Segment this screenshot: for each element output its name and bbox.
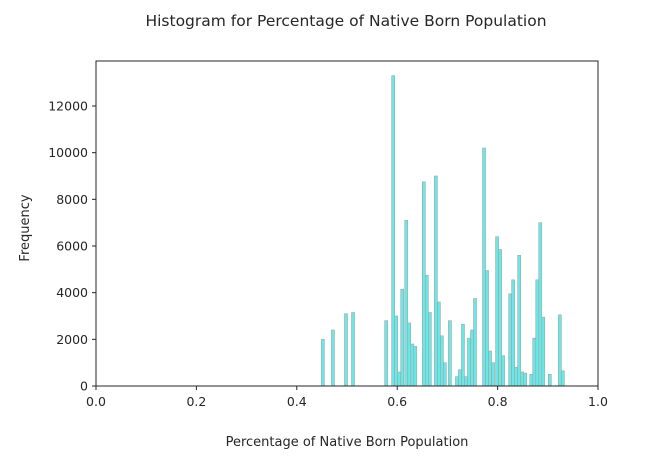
- histogram-bar: [425, 274, 429, 387]
- histogram-bar: [467, 337, 471, 387]
- histogram-bar: [498, 249, 502, 387]
- histogram-bar: [511, 279, 515, 387]
- histogram-bar: [464, 376, 468, 387]
- histogram-bar: [404, 220, 409, 387]
- histogram-bar: [523, 372, 528, 387]
- histogram-bar: [331, 329, 335, 387]
- histogram-bar: [440, 335, 444, 387]
- chart-title: Histogram for Percentage of Native Born …: [145, 12, 547, 30]
- histogram-bar: [321, 339, 325, 387]
- y-tick-label: 8000: [56, 192, 88, 207]
- y-tick-label: 10000: [48, 145, 88, 160]
- histogram-bar: [397, 371, 402, 387]
- y-tick-label: 6000: [56, 239, 88, 254]
- histogram-bar: [529, 374, 534, 387]
- histogram-bar: [508, 293, 512, 387]
- histogram-bar: [501, 355, 505, 387]
- x-tick-label: 0.8: [488, 394, 508, 409]
- x-tick-label: 0.2: [186, 394, 206, 409]
- histogram-bar: [394, 315, 399, 387]
- histogram-bar: [495, 236, 499, 387]
- histogram-bar: [485, 270, 489, 387]
- histogram-bar: [473, 298, 477, 387]
- x-tick-label: 0.6: [387, 394, 407, 409]
- x-axis-label: Percentage of Native Born Population: [226, 435, 469, 450]
- histogram-bar: [344, 313, 348, 387]
- histogram-bar: [434, 175, 438, 387]
- histogram-bar: [470, 329, 474, 387]
- x-tick-label: 0.4: [287, 394, 307, 409]
- histogram-bar: [488, 350, 492, 387]
- histogram-bar: [538, 222, 543, 387]
- histogram-bar: [482, 147, 486, 387]
- x-axis-ticks: 0.0 0.2 0.4 0.6 0.8 1.0: [86, 386, 608, 409]
- histogram-bar: [547, 374, 552, 387]
- histogram-bar: [517, 255, 521, 387]
- y-tick-label: 4000: [56, 285, 88, 300]
- histogram-bar: [443, 362, 447, 387]
- x-tick-label: 1.0: [588, 394, 608, 409]
- histogram-bar: [400, 288, 405, 387]
- y-axis-label: Frequency: [18, 194, 33, 261]
- histogram-bar: [351, 312, 355, 387]
- histogram-bar: [561, 370, 565, 387]
- histogram-bar: [461, 323, 465, 387]
- histogram-bar: [391, 75, 395, 387]
- histogram-bar: [407, 322, 412, 387]
- histogram-bar: [520, 371, 525, 387]
- histogram-bars: [321, 75, 565, 387]
- y-axis-ticks: 0 2000 4000 6000 8000 10000 12000: [48, 99, 96, 394]
- histogram-bar: [410, 343, 415, 387]
- histogram-bar: [514, 367, 518, 387]
- plot-frame: [95, 60, 599, 387]
- histogram-bar: [384, 320, 388, 387]
- histogram-bar: [535, 279, 540, 387]
- histogram-bar: [455, 376, 459, 387]
- histogram-bar: [413, 346, 418, 387]
- histogram-bar: [558, 314, 562, 387]
- histogram-bar: [491, 362, 495, 387]
- histogram-bar: [458, 369, 462, 387]
- histogram-bar: [541, 316, 546, 387]
- histogram-bar: [421, 181, 426, 387]
- x-tick-label: 0.0: [86, 394, 106, 409]
- y-tick-label: 0: [80, 379, 88, 394]
- y-tick-label: 12000: [48, 99, 88, 114]
- histogram-bar: [532, 337, 537, 387]
- histogram-bar: [428, 312, 432, 387]
- histogram-bar: [448, 320, 452, 387]
- y-tick-label: 2000: [56, 332, 88, 347]
- histogram-bar: [437, 301, 441, 387]
